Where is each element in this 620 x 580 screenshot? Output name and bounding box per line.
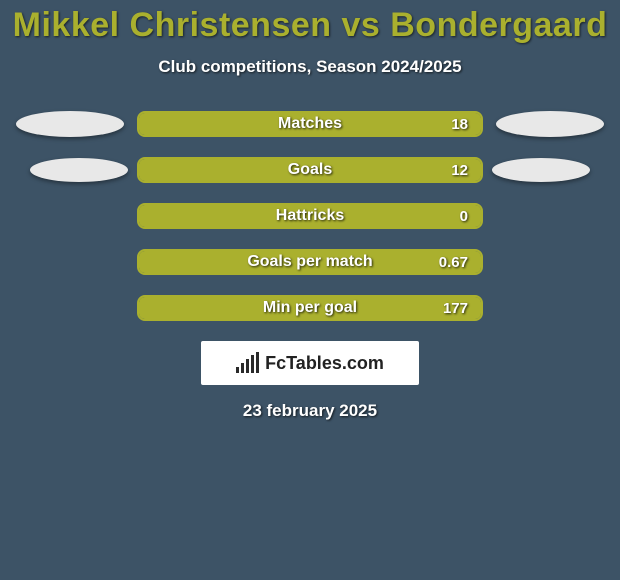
stat-row: Goals per match 0.67 xyxy=(10,249,610,275)
logo-bar-icon xyxy=(241,363,244,373)
logo: FcTables.com xyxy=(201,341,419,385)
player-left-marker xyxy=(16,111,124,137)
logo-text: FcTables.com xyxy=(265,353,384,374)
subtitle: Club competitions, Season 2024/2025 xyxy=(0,57,620,77)
stat-value: 177 xyxy=(443,300,468,317)
stat-label: Goals per match xyxy=(247,253,372,271)
player-left-marker xyxy=(30,158,128,182)
stat-row: Hattricks 0 xyxy=(10,203,610,229)
stat-value: 12 xyxy=(451,162,468,179)
date-text: 23 february 2025 xyxy=(0,401,620,421)
stat-value: 0.67 xyxy=(439,254,468,271)
comparison-card: Mikkel Christensen vs Bondergaard Club c… xyxy=(0,0,620,580)
logo-bar-icon xyxy=(246,359,249,373)
logo-bar-icon xyxy=(256,352,259,373)
stat-label: Hattricks xyxy=(276,207,344,225)
stat-row: Min per goal 177 xyxy=(10,295,610,321)
stat-label: Matches xyxy=(278,115,342,133)
logo-bar-icon xyxy=(236,367,239,373)
stats-container: Matches 18 Goals 12 Hattricks 0 Goals per matc… xyxy=(0,111,620,321)
logo-chart-icon xyxy=(236,353,259,373)
player-right-marker xyxy=(496,111,604,137)
page-title: Mikkel Christensen vs Bondergaard xyxy=(0,0,620,45)
player-right-marker xyxy=(492,158,590,182)
stat-label: Goals xyxy=(288,161,332,179)
logo-bar-icon xyxy=(251,355,254,373)
stat-row: Matches 18 xyxy=(10,111,610,137)
stat-label: Min per goal xyxy=(263,299,357,317)
stat-value: 18 xyxy=(451,116,468,133)
stat-value: 0 xyxy=(460,208,468,225)
stat-row: Goals 12 xyxy=(10,157,610,183)
